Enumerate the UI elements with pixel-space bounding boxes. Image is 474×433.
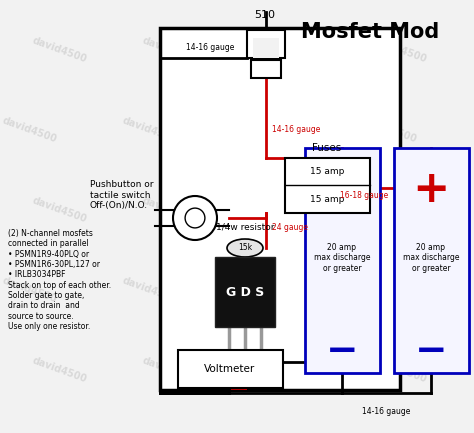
Text: −: −: [326, 332, 358, 370]
Text: 20 amp
max discharge
or greater: 20 amp max discharge or greater: [403, 243, 459, 273]
Text: 24 gauge: 24 gauge: [272, 223, 308, 233]
Text: +: +: [323, 168, 361, 211]
Text: david4500: david4500: [31, 36, 89, 65]
Text: david4500: david4500: [1, 116, 59, 145]
Text: david4500: david4500: [31, 355, 89, 385]
Text: david4500: david4500: [241, 275, 299, 304]
Circle shape: [185, 208, 205, 228]
Text: 16-18 gauge: 16-18 gauge: [340, 191, 388, 200]
Ellipse shape: [227, 239, 263, 257]
Text: david4500: david4500: [361, 116, 419, 145]
Text: 14-16 gauge: 14-16 gauge: [186, 43, 234, 52]
Bar: [251, 60, 281, 78]
Text: 20 amp
max discharge
or greater: 20 amp max discharge or greater: [314, 243, 370, 273]
Bar: [253, 38, 279, 58]
Text: −: −: [415, 332, 447, 370]
Bar: [247, 30, 285, 58]
Text: (2) N-channel mosfets
connected in parallel
• PSMN1R9-40PLQ or
• PSMN1R6-30PL,12: (2) N-channel mosfets connected in paral…: [8, 229, 111, 331]
Bar: [160, 28, 400, 390]
Text: G D S: G D S: [226, 285, 264, 298]
Text: david4500: david4500: [371, 36, 428, 65]
Text: 15 amp: 15 amp: [310, 195, 344, 204]
Text: 14-16 gauge: 14-16 gauge: [362, 407, 410, 416]
Text: david4500: david4500: [141, 195, 199, 224]
Text: david4500: david4500: [241, 116, 299, 145]
Bar: [305, 148, 380, 373]
Text: david4500: david4500: [141, 355, 199, 385]
Text: Voltmeter: Voltmeter: [204, 364, 255, 374]
Text: Pushbutton or
tactile switch
Off-(On)/N.O.: Pushbutton or tactile switch Off-(On)/N.…: [90, 180, 154, 210]
Text: david4500: david4500: [371, 195, 428, 224]
Text: +: +: [412, 168, 450, 211]
Text: david4500: david4500: [371, 355, 428, 385]
Bar: [285, 158, 370, 213]
Text: david4500: david4500: [261, 355, 319, 385]
Bar: [178, 350, 283, 388]
Text: Fuses: Fuses: [312, 143, 342, 153]
Text: 1/4w resistor: 1/4w resistor: [216, 223, 274, 232]
Text: 14-16 gauge: 14-16 gauge: [272, 126, 320, 135]
Text: 510: 510: [255, 10, 275, 20]
Text: 15 amp: 15 amp: [310, 167, 344, 176]
Text: david4500: david4500: [261, 36, 319, 65]
Text: Mosfet Mod: Mosfet Mod: [301, 22, 439, 42]
Text: david4500: david4500: [31, 195, 89, 224]
Text: david4500: david4500: [141, 36, 199, 65]
Bar: [215, 257, 275, 327]
Bar: [394, 148, 469, 373]
Text: david4500: david4500: [1, 275, 59, 304]
Circle shape: [173, 196, 217, 240]
Text: david4500: david4500: [121, 116, 179, 145]
Text: 15k: 15k: [238, 243, 252, 252]
Text: david4500: david4500: [361, 275, 419, 304]
Text: david4500: david4500: [261, 195, 319, 224]
Text: david4500: david4500: [121, 275, 179, 304]
